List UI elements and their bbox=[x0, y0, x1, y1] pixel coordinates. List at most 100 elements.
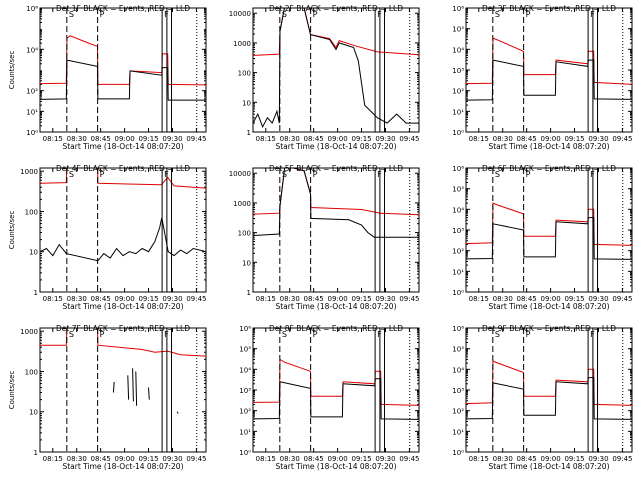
x-tick-label: 08:45 bbox=[517, 455, 537, 463]
y-tick-label: 10⁶ bbox=[452, 165, 464, 173]
marker-label: P bbox=[313, 10, 318, 19]
y-tick-label: 10² bbox=[452, 408, 464, 416]
y-tick-label: 1 bbox=[247, 289, 251, 297]
x-tick-label: 09:15 bbox=[351, 455, 371, 463]
x-tick-label: 09:00 bbox=[328, 295, 348, 303]
panel-title: Det 5F BLACK = Events, RED = LLD bbox=[269, 164, 403, 173]
x-tick-label: 08:45 bbox=[304, 295, 324, 303]
marker-label: P bbox=[313, 330, 318, 339]
x-tick-label: 08:15 bbox=[256, 135, 276, 143]
y-tick-label: 10⁶ bbox=[26, 5, 38, 13]
x-tick-label: 08:30 bbox=[67, 455, 87, 463]
x-tick-label: 09:30 bbox=[588, 135, 608, 143]
x-tick-label: 09:30 bbox=[375, 135, 395, 143]
series-events-line bbox=[40, 217, 206, 262]
x-tick-label: 09:00 bbox=[541, 135, 561, 143]
x-axis-label: Start Time (18-Oct-14 08:07:20) bbox=[62, 142, 183, 151]
x-tick-label: 09:30 bbox=[162, 295, 182, 303]
x-tick-label: 09:15 bbox=[351, 295, 371, 303]
y-tick-label: 10² bbox=[26, 88, 38, 96]
series-events-line bbox=[40, 59, 206, 101]
panel-det-6: 10⁰ 10¹ 10² 10³ 10⁴ 10⁵ 10⁶ 08:15 08:30 08:45 09:0… bbox=[452, 164, 632, 311]
y-tick-label: 1 bbox=[247, 129, 251, 137]
y-tick-label: 1000 bbox=[233, 200, 251, 208]
y-tick-label: 10⁰ bbox=[452, 289, 464, 297]
y-tick-label: 10⁵ bbox=[452, 26, 464, 34]
marker-label: S bbox=[495, 10, 500, 19]
x-tick-label: 08:15 bbox=[469, 455, 489, 463]
x-tick-label: 09:00 bbox=[115, 455, 135, 463]
y-tick-label: 10⁰ bbox=[452, 129, 464, 137]
x-tick-label: 09:15 bbox=[564, 135, 584, 143]
y-tick-label: 1000 bbox=[233, 40, 251, 48]
panel-title: Det 1F BLACK = Events, RED = LLD bbox=[56, 4, 190, 13]
y-tick-label: 10000 bbox=[229, 10, 251, 18]
y-tick-label: 10⁴ bbox=[239, 366, 251, 374]
x-tick-label: 09:30 bbox=[162, 135, 182, 143]
x-tick-label: 08:30 bbox=[67, 295, 87, 303]
panel-det-4: 1 10 100 1000 08:15 08:30 08:45 09:00 09:15 09:30… bbox=[8, 164, 207, 311]
x-tick-label: 08:30 bbox=[493, 455, 513, 463]
y-tick-label: 1 bbox=[34, 289, 38, 297]
plot-frame bbox=[465, 7, 633, 133]
marker-label: S bbox=[69, 330, 74, 339]
panel-det-3: 10⁰ 10¹ 10² 10³ 10⁴ 10⁵ 10⁶ 08:15 08:30 08:45 09:0… bbox=[452, 4, 632, 151]
x-tick-label: 08:30 bbox=[493, 295, 513, 303]
plot-area: SPF bbox=[466, 328, 632, 452]
y-tick-label: 100 bbox=[238, 230, 251, 238]
x-tick-label: 08:30 bbox=[67, 135, 87, 143]
plot-frame bbox=[252, 7, 420, 133]
y-tick-label: 10000 bbox=[229, 170, 251, 178]
marker-label: P bbox=[100, 330, 105, 339]
panel-title: Det 8F BLACK = Events, RED = LLD bbox=[269, 324, 403, 333]
series-lld-line bbox=[253, 358, 419, 406]
y-axis-label: Counts/sec bbox=[8, 211, 16, 250]
x-axis-label: Start Time (18-Oct-14 08:07:20) bbox=[62, 302, 183, 311]
x-tick-label: 09:45 bbox=[612, 135, 632, 143]
plot-frame bbox=[39, 167, 207, 293]
marker-label: S bbox=[282, 170, 287, 179]
y-tick-label: 10⁶ bbox=[452, 325, 464, 333]
plot-area: SPF bbox=[40, 168, 206, 292]
y-tick-label: 10³ bbox=[239, 387, 251, 395]
marker-label: P bbox=[313, 170, 318, 179]
y-tick-label: 10⁴ bbox=[452, 206, 464, 214]
x-tick-label: 09:00 bbox=[115, 295, 135, 303]
y-tick-label: 10⁰ bbox=[452, 449, 464, 457]
panel-title: Det 7F BLACK = Events, RED = LLD bbox=[56, 324, 190, 333]
series-lld-line bbox=[253, 8, 419, 56]
series-events-line bbox=[466, 217, 632, 260]
marker-label: P bbox=[100, 170, 105, 179]
plot-frame bbox=[465, 167, 633, 293]
marker-label: P bbox=[526, 330, 531, 339]
x-axis-label: Start Time (18-Oct-14 08:07:20) bbox=[488, 142, 609, 151]
plot-area: SPF bbox=[40, 8, 206, 132]
marker-label: S bbox=[495, 170, 500, 179]
y-tick-label: 10¹ bbox=[239, 428, 251, 436]
panel-det-7: 1 10 100 1000 08:15 08:30 08:45 09:00 09:15 09:30… bbox=[8, 324, 207, 471]
x-axis-label: Start Time (18-Oct-14 08:07:20) bbox=[275, 142, 396, 151]
marker-label: S bbox=[69, 170, 74, 179]
panel-title: Det 4F BLACK = Events, RED = LLD bbox=[56, 164, 190, 173]
x-tick-label: 09:00 bbox=[115, 135, 135, 143]
y-tick-label: 100 bbox=[238, 70, 251, 78]
x-tick-label: 08:15 bbox=[43, 135, 63, 143]
x-tick-label: 08:45 bbox=[304, 135, 324, 143]
x-tick-label: 09:00 bbox=[541, 295, 561, 303]
panel-det-5: 1 10 100 1000 10000 08:15 08:30 08:45 09:00 09:15… bbox=[229, 164, 420, 311]
x-tick-label: 09:45 bbox=[399, 295, 419, 303]
x-tick-label: 09:00 bbox=[328, 455, 348, 463]
series-events-line bbox=[253, 378, 419, 420]
y-tick-label: 100 bbox=[25, 208, 38, 216]
y-tick-label: 10⁶ bbox=[452, 5, 464, 13]
x-tick-label: 09:15 bbox=[138, 295, 158, 303]
plot-area: SPF bbox=[40, 328, 206, 452]
y-tick-label: 10¹ bbox=[26, 108, 38, 116]
plot-frame bbox=[465, 327, 633, 453]
y-tick-label: 10 bbox=[242, 259, 251, 267]
y-tick-label: 10⁵ bbox=[452, 186, 464, 194]
y-tick-label: 10¹ bbox=[452, 428, 464, 436]
x-tick-label: 09:15 bbox=[564, 295, 584, 303]
series-events-line bbox=[253, 168, 419, 238]
